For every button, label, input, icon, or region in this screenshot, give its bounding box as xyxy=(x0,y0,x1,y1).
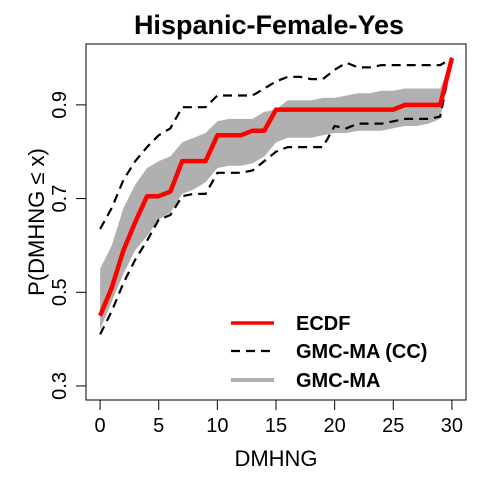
x-axis-label: DMHNG xyxy=(234,446,317,471)
x-tick-label: 0 xyxy=(95,415,106,437)
chart-title: Hispanic-Female-Yes xyxy=(134,10,404,40)
y-axis-label: P(DMHNG ≤ x) xyxy=(24,148,49,296)
y-tick-label: 0.5 xyxy=(49,278,71,306)
x-tick-label: 25 xyxy=(382,415,404,437)
gmc-ma-cc-layer xyxy=(99,57,453,335)
y-tick-label: 0.7 xyxy=(49,185,71,213)
y-tick-label: 0.3 xyxy=(49,372,71,400)
legend-gmc-ma-cc-label: GMC-MA (CC) xyxy=(296,341,427,363)
gmc-ma-band-layer xyxy=(100,58,452,330)
x-tick-label: 5 xyxy=(153,415,164,437)
ecdf-layer xyxy=(98,57,455,317)
y-tick-label: 0.9 xyxy=(49,91,71,119)
legend-ecdf-label: ECDF xyxy=(296,313,350,335)
x-tick-label: 20 xyxy=(324,415,346,437)
y-axis: 0.3 0.5 0.7 0.9 xyxy=(49,91,87,400)
x-axis: 0 5 10 15 20 25 30 xyxy=(95,399,463,437)
gmc-ma-cc-upper-line xyxy=(99,57,453,230)
ecdf-line xyxy=(98,57,455,317)
legend-gmc-ma-label: GMC-MA xyxy=(296,370,380,392)
legend: ECDF GMC-MA (CC) GMC-MA xyxy=(231,313,427,392)
x-tick-label: 30 xyxy=(441,415,463,437)
x-tick-label: 10 xyxy=(206,415,228,437)
x-tick-label: 15 xyxy=(265,415,287,437)
gmc-ma-cc-lower-line xyxy=(99,57,453,335)
gmc-ma-band xyxy=(100,58,452,330)
